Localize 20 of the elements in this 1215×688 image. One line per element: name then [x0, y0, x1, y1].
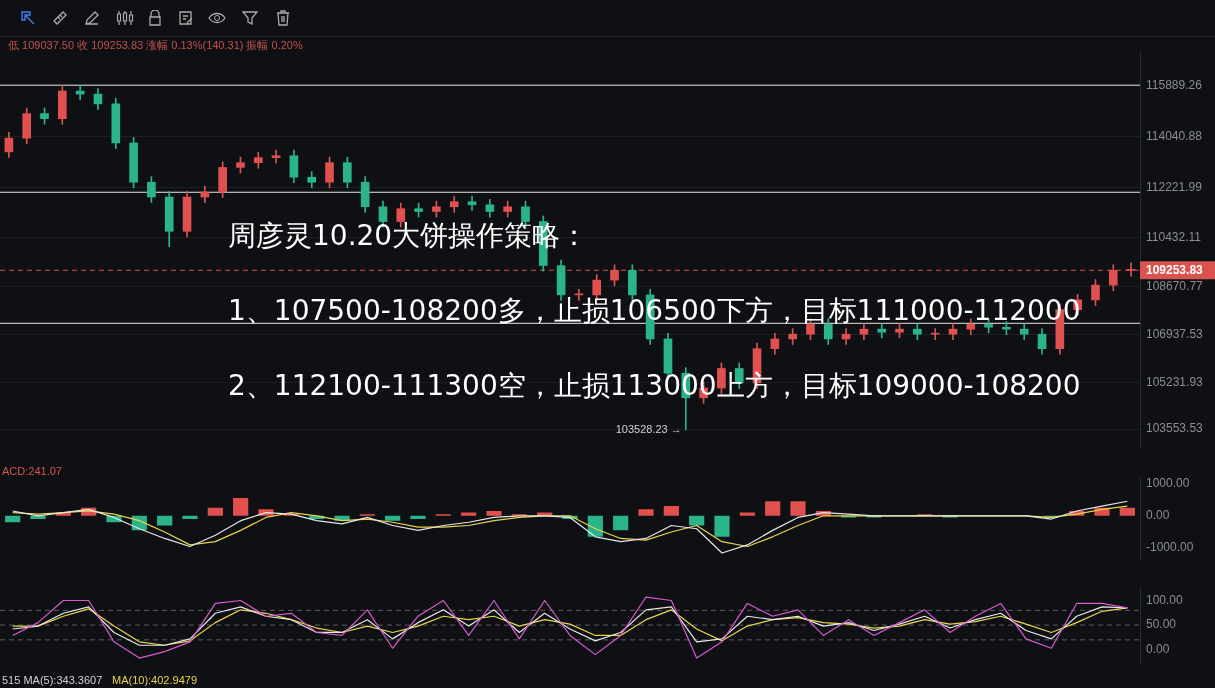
annotation: 103528.23 → — [615, 422, 682, 435]
y-tick-label: 103553.53 — [1146, 421, 1204, 436]
text: MA(10):402.9479 — [112, 674, 197, 687]
y-tick-label: 106937.53 — [1146, 327, 1204, 342]
text: 低 109037.50 收 109253.83 涨幅 0.13%(140.31) 振幅 0.20% — [8, 39, 303, 52]
y-tick-label: -1000.00 — [1146, 540, 1194, 555]
y-tick-label: 108670.77 — [1146, 278, 1204, 293]
y-tick-label: 1000.00 — [1146, 475, 1190, 490]
y-tick-label: 105231.93 — [1146, 374, 1204, 389]
y-tick-label: 114040.88 — [1146, 129, 1203, 144]
y-tick-label: 112221.99 — [1146, 179, 1203, 194]
y-tick-label: 0.00 — [1146, 508, 1170, 523]
y-tick-label: 0.00 — [1146, 642, 1170, 657]
y-tick-label: 100.00 — [1146, 592, 1184, 607]
ref-line-label: 109253.83 — [1146, 262, 1204, 277]
text: 515 MA(5):343.3607 — [2, 674, 103, 687]
text: ACD:241.07 — [2, 465, 62, 478]
y-tick-label: 50.00 — [1146, 617, 1177, 632]
y-tick-label: 110432.11 — [1146, 229, 1202, 244]
y-tick-label: 115889.26 — [1146, 77, 1203, 92]
